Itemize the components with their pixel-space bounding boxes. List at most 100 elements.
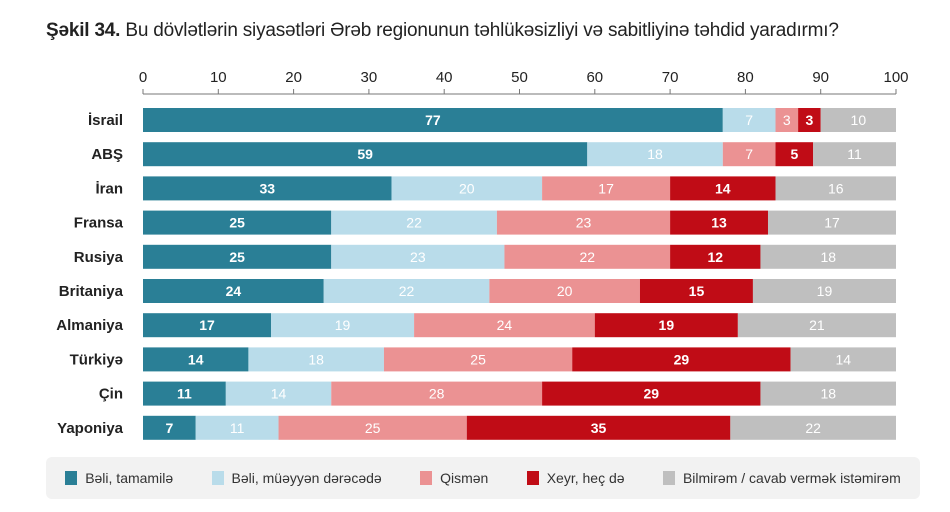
data-label: 18 bbox=[308, 351, 324, 367]
bar-segment bbox=[670, 244, 761, 269]
legend-item: Bəli, müəyyən dərəcədə bbox=[211, 470, 382, 486]
data-label: 25 bbox=[229, 215, 245, 231]
data-label: 15 bbox=[689, 283, 705, 299]
bar-segment bbox=[504, 244, 671, 269]
legend-item: Qismən bbox=[420, 470, 488, 486]
bar-segment bbox=[572, 347, 791, 372]
x-tick-label: 10 bbox=[210, 69, 227, 86]
bar-segment bbox=[587, 142, 723, 167]
category-label: Britaniya bbox=[59, 283, 124, 300]
data-label: 3 bbox=[806, 112, 814, 128]
data-label: 16 bbox=[828, 180, 844, 196]
x-tick-label: 90 bbox=[812, 69, 829, 86]
bar-segment bbox=[331, 381, 543, 406]
bar-segment bbox=[331, 210, 497, 235]
data-label: 5 bbox=[790, 146, 798, 162]
data-label: 14 bbox=[271, 386, 287, 402]
data-label: 18 bbox=[820, 386, 836, 402]
data-label: 19 bbox=[659, 317, 675, 333]
bar-segment bbox=[143, 210, 332, 235]
legend-swatch bbox=[420, 471, 433, 485]
data-label: 7 bbox=[745, 146, 753, 162]
bar-segment bbox=[767, 210, 896, 235]
data-label: 20 bbox=[459, 180, 475, 196]
legend-label: Bəli, müəyyən dərəcədə bbox=[231, 470, 382, 486]
data-label: 10 bbox=[851, 112, 867, 128]
bar-segment bbox=[331, 244, 505, 269]
bar-segment bbox=[225, 381, 332, 406]
data-label: 22 bbox=[406, 215, 422, 231]
data-label: 24 bbox=[226, 283, 242, 299]
legend: Bəli, tamamilə Bəli, müəyyən dərəcədə Qism… bbox=[46, 457, 920, 499]
legend-label: Bilmirəm / cavab vermək istəmirəm bbox=[682, 470, 901, 486]
data-label: 13 bbox=[711, 215, 727, 231]
data-label: 3 bbox=[783, 112, 791, 128]
data-label: 19 bbox=[335, 317, 351, 333]
bar-segment bbox=[542, 381, 761, 406]
data-label: 22 bbox=[805, 420, 821, 436]
bar-segment bbox=[670, 176, 776, 201]
bar-segment bbox=[775, 176, 896, 201]
bar-segment bbox=[143, 381, 226, 406]
data-label: 14 bbox=[188, 351, 204, 367]
data-label: 17 bbox=[824, 215, 840, 231]
x-tick-label: 50 bbox=[511, 69, 528, 86]
bar-segment bbox=[271, 313, 415, 338]
bar-segment bbox=[143, 415, 196, 440]
data-label: 22 bbox=[579, 249, 595, 265]
legend-item: Bəli, tamamilə bbox=[65, 470, 173, 486]
bar-segment bbox=[143, 108, 723, 132]
x-tick-label: 80 bbox=[737, 69, 754, 86]
legend-label: Xeyr, heç də bbox=[546, 470, 625, 486]
data-label: 35 bbox=[591, 420, 607, 436]
category-label: Rusiya bbox=[74, 249, 124, 266]
bar-segment bbox=[790, 347, 896, 372]
legend-swatch bbox=[662, 471, 675, 485]
legend-label: Qismən bbox=[440, 470, 489, 486]
data-label: 25 bbox=[470, 351, 486, 367]
data-label: 14 bbox=[836, 351, 852, 367]
category-label: ABŞ bbox=[91, 146, 123, 163]
bar-segment bbox=[760, 244, 896, 269]
x-tick-label: 30 bbox=[361, 69, 378, 86]
bar-segment bbox=[813, 142, 896, 167]
data-label: 29 bbox=[674, 351, 690, 367]
bar-segment bbox=[760, 381, 896, 406]
data-label: 12 bbox=[707, 249, 723, 265]
data-label: 17 bbox=[199, 317, 215, 333]
data-label: 19 bbox=[817, 283, 833, 299]
bar-segment bbox=[775, 108, 799, 132]
data-label: 11 bbox=[230, 420, 245, 436]
category-label: İsrail bbox=[88, 112, 123, 129]
bar-segment bbox=[466, 415, 731, 440]
data-label: 23 bbox=[576, 215, 592, 231]
data-label: 20 bbox=[557, 283, 573, 299]
figure-number: Şəkil 34. bbox=[46, 20, 121, 41]
bar-segment bbox=[383, 347, 573, 372]
bar-segment bbox=[391, 176, 543, 201]
category-label: Fransa bbox=[74, 215, 124, 232]
data-label: 28 bbox=[429, 386, 445, 402]
legend-swatch bbox=[526, 471, 539, 485]
bar-segment bbox=[730, 415, 896, 440]
bar-segment bbox=[798, 108, 821, 132]
category-label: Yaponiya bbox=[57, 420, 124, 437]
data-label: 22 bbox=[399, 283, 415, 299]
bar-segment bbox=[143, 279, 324, 303]
bar-segment bbox=[542, 176, 671, 201]
x-tick-label: 20 bbox=[285, 69, 302, 86]
legend-item: Bilmirəm / cavab vermək istəmirəm bbox=[662, 470, 901, 486]
legend-swatch bbox=[211, 471, 224, 485]
data-label: 11 bbox=[847, 146, 862, 162]
bar-segment bbox=[737, 313, 896, 338]
x-tick-label: 40 bbox=[436, 69, 453, 86]
legend-swatch bbox=[65, 471, 78, 485]
data-label: 59 bbox=[357, 146, 373, 162]
legend-item: Xeyr, heç də bbox=[526, 470, 625, 486]
bar-segment bbox=[414, 313, 595, 338]
data-label: 21 bbox=[809, 317, 825, 333]
data-label: 18 bbox=[820, 249, 836, 265]
category-label: Türkiyə bbox=[70, 351, 123, 368]
data-label: 24 bbox=[497, 317, 513, 333]
